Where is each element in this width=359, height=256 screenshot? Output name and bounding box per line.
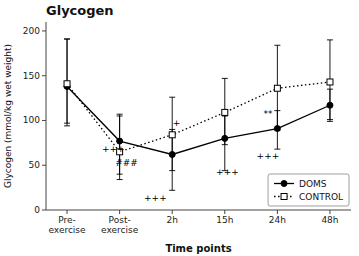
legend-label: DOMS (299, 179, 327, 189)
y-tick (42, 30, 46, 31)
point (222, 109, 228, 115)
point (169, 132, 175, 138)
error-bar-cap (327, 39, 333, 40)
annotation: +++ (144, 193, 167, 203)
title: Glycogen (46, 3, 114, 18)
series-line (67, 86, 330, 154)
error-bar-cap (327, 121, 333, 122)
y-tick-label: 50 (29, 160, 41, 170)
error-bar-cap (169, 170, 175, 171)
error-bar (274, 45, 280, 130)
y-tick (42, 75, 46, 76)
y-tick-label: 0 (34, 205, 40, 215)
legend-marker (281, 181, 287, 187)
annotation: ### (115, 158, 138, 168)
x-axis-label: Time points (165, 243, 231, 254)
error-bar (327, 40, 333, 120)
point (327, 79, 333, 85)
x-tick-label-line: 2h (166, 215, 177, 225)
y-tick (42, 120, 46, 121)
x-axis (46, 210, 351, 211)
x-tick (67, 210, 68, 214)
legend-item: DOMS (274, 179, 327, 189)
annotation: + (173, 118, 181, 128)
annotation: +++ (102, 144, 125, 154)
error-bar-cap (222, 144, 228, 145)
x-tick (277, 210, 278, 214)
error-bar-cap (274, 130, 280, 131)
plot-area (64, 39, 333, 190)
x-tick-label: Pre-exercise (48, 215, 86, 235)
error-bar-cap (169, 97, 175, 98)
x-tick-label-line: 24h (269, 215, 286, 225)
x-tick-label-line: Pre- (58, 215, 76, 225)
y-axis-label: Glycogen (mmol/kg wet weight) (3, 44, 13, 188)
error-bar-cap (64, 123, 70, 124)
y-tick-label: 200 (23, 26, 40, 36)
error-bar-cap (64, 39, 70, 40)
point (274, 85, 280, 91)
y-tick-label: 150 (23, 71, 40, 81)
error-bar-cap (64, 39, 70, 40)
error-bar (64, 39, 70, 126)
y-tick (42, 210, 46, 211)
y-tick (42, 165, 46, 166)
y-axis (46, 22, 47, 210)
legend: DOMS CONTROL (268, 174, 349, 206)
error-bar-cap (117, 179, 123, 180)
series-line (67, 82, 330, 152)
error-bar-cap (327, 119, 333, 120)
x-tick (224, 210, 225, 214)
legend-marker (281, 194, 287, 200)
background (0, 0, 359, 256)
error-bar-cap (222, 78, 228, 79)
legend-box (268, 174, 349, 206)
x-tick-label: 15h (216, 215, 233, 225)
y-tick-label: 100 (23, 115, 40, 125)
error-bar-cap (274, 149, 280, 150)
x-tick-label-line: exercise (48, 225, 86, 235)
x-tick (329, 210, 330, 214)
x-tick (172, 210, 173, 214)
legend-label: CONTROL (299, 192, 343, 202)
error-bar (222, 78, 228, 144)
error-bar (64, 39, 70, 123)
annotation: ** (263, 109, 273, 119)
legend-item: CONTROL (274, 192, 343, 202)
x-tick-label: 2h (166, 215, 177, 225)
point (64, 81, 70, 87)
error-bar-cap (169, 190, 175, 191)
x-tick (119, 210, 120, 214)
x-tick-label-line: Post- (109, 215, 131, 225)
x-tick-label-line: 48h (321, 215, 338, 225)
annotation: +++ (257, 151, 280, 161)
error-bar-cap (117, 114, 123, 115)
error-bar-cap (274, 45, 280, 46)
error-bar (169, 97, 175, 170)
x-tick-label: 24h (269, 215, 286, 225)
x-tick-label-line: exercise (101, 225, 139, 235)
x-tick-label: 48h (321, 215, 338, 225)
error-bar-cap (64, 125, 70, 126)
annotation: +++ (216, 167, 239, 177)
x-tick-label: Post-exercise (101, 215, 139, 235)
x-tick-label-line: 15h (216, 215, 233, 225)
chart: 050100150200Pre-exercisePost-exercise2h1… (0, 0, 359, 256)
